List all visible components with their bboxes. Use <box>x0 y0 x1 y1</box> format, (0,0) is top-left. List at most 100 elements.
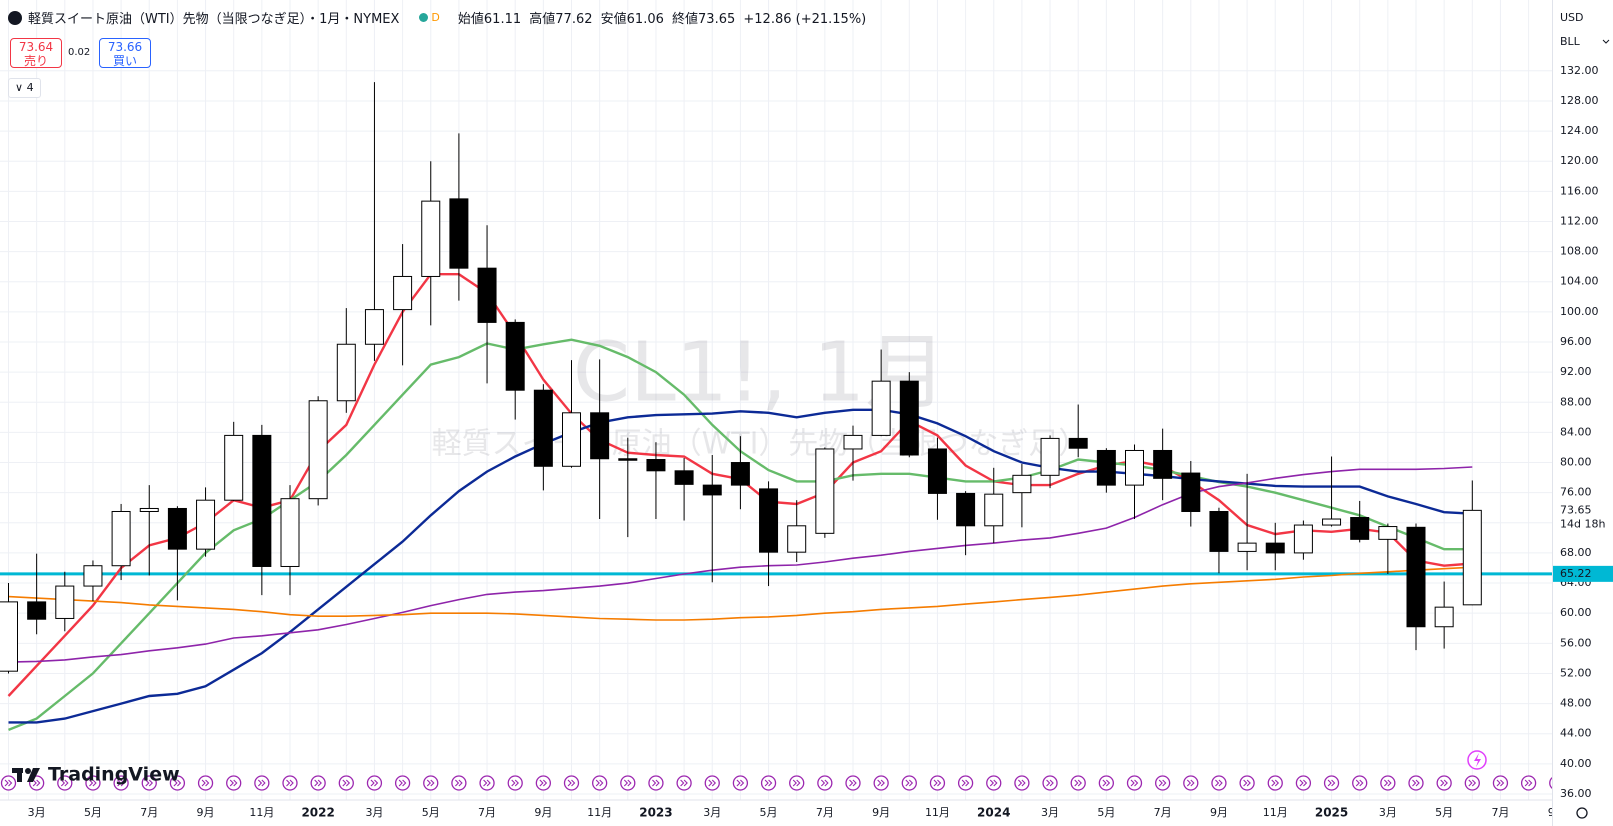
event-icon[interactable] <box>760 775 777 791</box>
event-icon[interactable] <box>1323 775 1340 791</box>
buy-price: 73.66 <box>107 40 143 54</box>
event-icon[interactable] <box>394 775 411 791</box>
open-value: 61.11 <box>483 12 522 27</box>
candle-body <box>55 585 75 619</box>
status-badge[interactable]: D <box>419 11 440 24</box>
event-icon[interactable] <box>1183 775 1199 791</box>
high-label: 高値 <box>529 12 556 27</box>
x-tick-label: 3月 <box>703 806 721 819</box>
event-icon[interactable] <box>1126 775 1143 791</box>
event-icon[interactable] <box>310 775 326 791</box>
event-icon[interactable] <box>451 775 467 791</box>
candle-body <box>139 507 159 512</box>
event-icon[interactable] <box>676 775 692 791</box>
settings-icon[interactable] <box>1576 807 1588 819</box>
event-icon[interactable] <box>986 775 1002 791</box>
candle-body <box>421 200 441 277</box>
event-icon[interactable] <box>479 775 495 791</box>
event-arrow <box>1215 779 1223 787</box>
event-icon[interactable] <box>845 775 861 791</box>
event-icon[interactable] <box>732 775 749 791</box>
candle-body <box>27 601 47 620</box>
event-icon[interactable] <box>197 775 214 791</box>
symbol-title[interactable]: 軽質スイート原油（WTI）先物（当限つなぎ足）・1月・NYMEX <box>28 12 400 27</box>
event-icon[interactable] <box>282 775 298 791</box>
event-icon[interactable] <box>507 775 523 791</box>
event-icon[interactable] <box>704 775 720 791</box>
event-icon[interactable] <box>141 775 157 791</box>
candle-body <box>871 380 891 436</box>
x-tick-label: 9月 <box>872 806 890 819</box>
event-icon[interactable] <box>1211 775 1227 791</box>
x-tick-label: 3月 <box>1379 806 1397 819</box>
y-tick-label: 68.00 <box>1560 546 1592 559</box>
event-icon[interactable] <box>0 775 17 791</box>
dropdown <box>1602 39 1610 44</box>
event-arrow <box>342 779 351 787</box>
event-icon[interactable] <box>789 775 805 791</box>
buy-button[interactable]: 73.66 買い <box>99 38 151 68</box>
event-icon[interactable] <box>1492 775 1509 791</box>
event-icon[interactable] <box>85 775 101 791</box>
symbol-icon <box>8 10 22 25</box>
candle-body <box>1293 524 1313 554</box>
event-icon[interactable] <box>817 775 833 791</box>
event-arrow <box>1412 779 1420 787</box>
event-icon[interactable] <box>1267 775 1283 791</box>
event-icon[interactable] <box>563 775 580 791</box>
y-tick-label: 76.00 <box>1560 486 1592 499</box>
sell-button[interactable]: 73.64 売り <box>10 38 62 68</box>
event-icon[interactable] <box>366 775 383 791</box>
event-icon[interactable] <box>1042 775 1058 791</box>
event-icon[interactable] <box>1155 775 1171 791</box>
event-icon[interactable] <box>113 775 129 791</box>
event-icon[interactable] <box>873 775 889 791</box>
low-label: 安値 <box>600 12 627 27</box>
event-arrow <box>1440 779 1448 787</box>
ma-line <box>8 466 1473 663</box>
x-tick-label: 11月 <box>587 806 612 819</box>
event-icon[interactable] <box>1352 775 1368 791</box>
event-icon[interactable] <box>1436 775 1452 791</box>
event-arrow <box>32 779 41 787</box>
event-icon[interactable] <box>592 775 608 791</box>
event-icon[interactable] <box>1520 775 1537 791</box>
event-icon[interactable] <box>929 775 946 791</box>
candle-body <box>1378 526 1398 540</box>
logo-mark-dot <box>25 768 31 774</box>
event-icon[interactable] <box>1070 775 1086 791</box>
event-icon[interactable] <box>1295 775 1312 791</box>
event-icon[interactable] <box>226 775 242 791</box>
y-tick-label: 132.00 <box>1560 64 1599 77</box>
event-icon[interactable] <box>535 775 551 791</box>
event-icon[interactable] <box>338 775 354 791</box>
event-icon[interactable] <box>423 775 439 791</box>
candle-body <box>702 484 722 496</box>
event-icon[interactable] <box>901 775 917 791</box>
event-icon[interactable] <box>57 775 73 791</box>
candle-body <box>927 448 947 494</box>
candle-body <box>1040 437 1060 476</box>
price-axis <box>1552 0 1613 826</box>
event-icon[interactable] <box>620 775 636 791</box>
event-arrow <box>257 779 266 787</box>
event-arrow <box>229 779 238 787</box>
event-icon[interactable] <box>169 775 186 791</box>
event-arrow <box>1468 779 1477 787</box>
event-icon[interactable] <box>1464 775 1480 791</box>
event-icon[interactable] <box>1239 775 1255 791</box>
y-tick-label: 108.00 <box>1560 245 1599 258</box>
event-icon[interactable] <box>648 775 664 791</box>
event-icon[interactable] <box>1408 775 1424 791</box>
x-tick-label: 11月 <box>925 806 950 819</box>
event-icon[interactable] <box>254 775 270 791</box>
candle-body <box>646 459 666 472</box>
event-icon[interactable] <box>957 775 974 791</box>
candle-body <box>730 462 750 486</box>
event-icon[interactable] <box>1098 775 1114 791</box>
indicator-toggle[interactable]: ∨ 4 <box>8 78 41 98</box>
y-tick-label: 116.00 <box>1560 184 1599 197</box>
event-arrow <box>117 779 125 787</box>
event-icon[interactable] <box>1014 775 1030 791</box>
event-icon[interactable] <box>1380 775 1396 791</box>
